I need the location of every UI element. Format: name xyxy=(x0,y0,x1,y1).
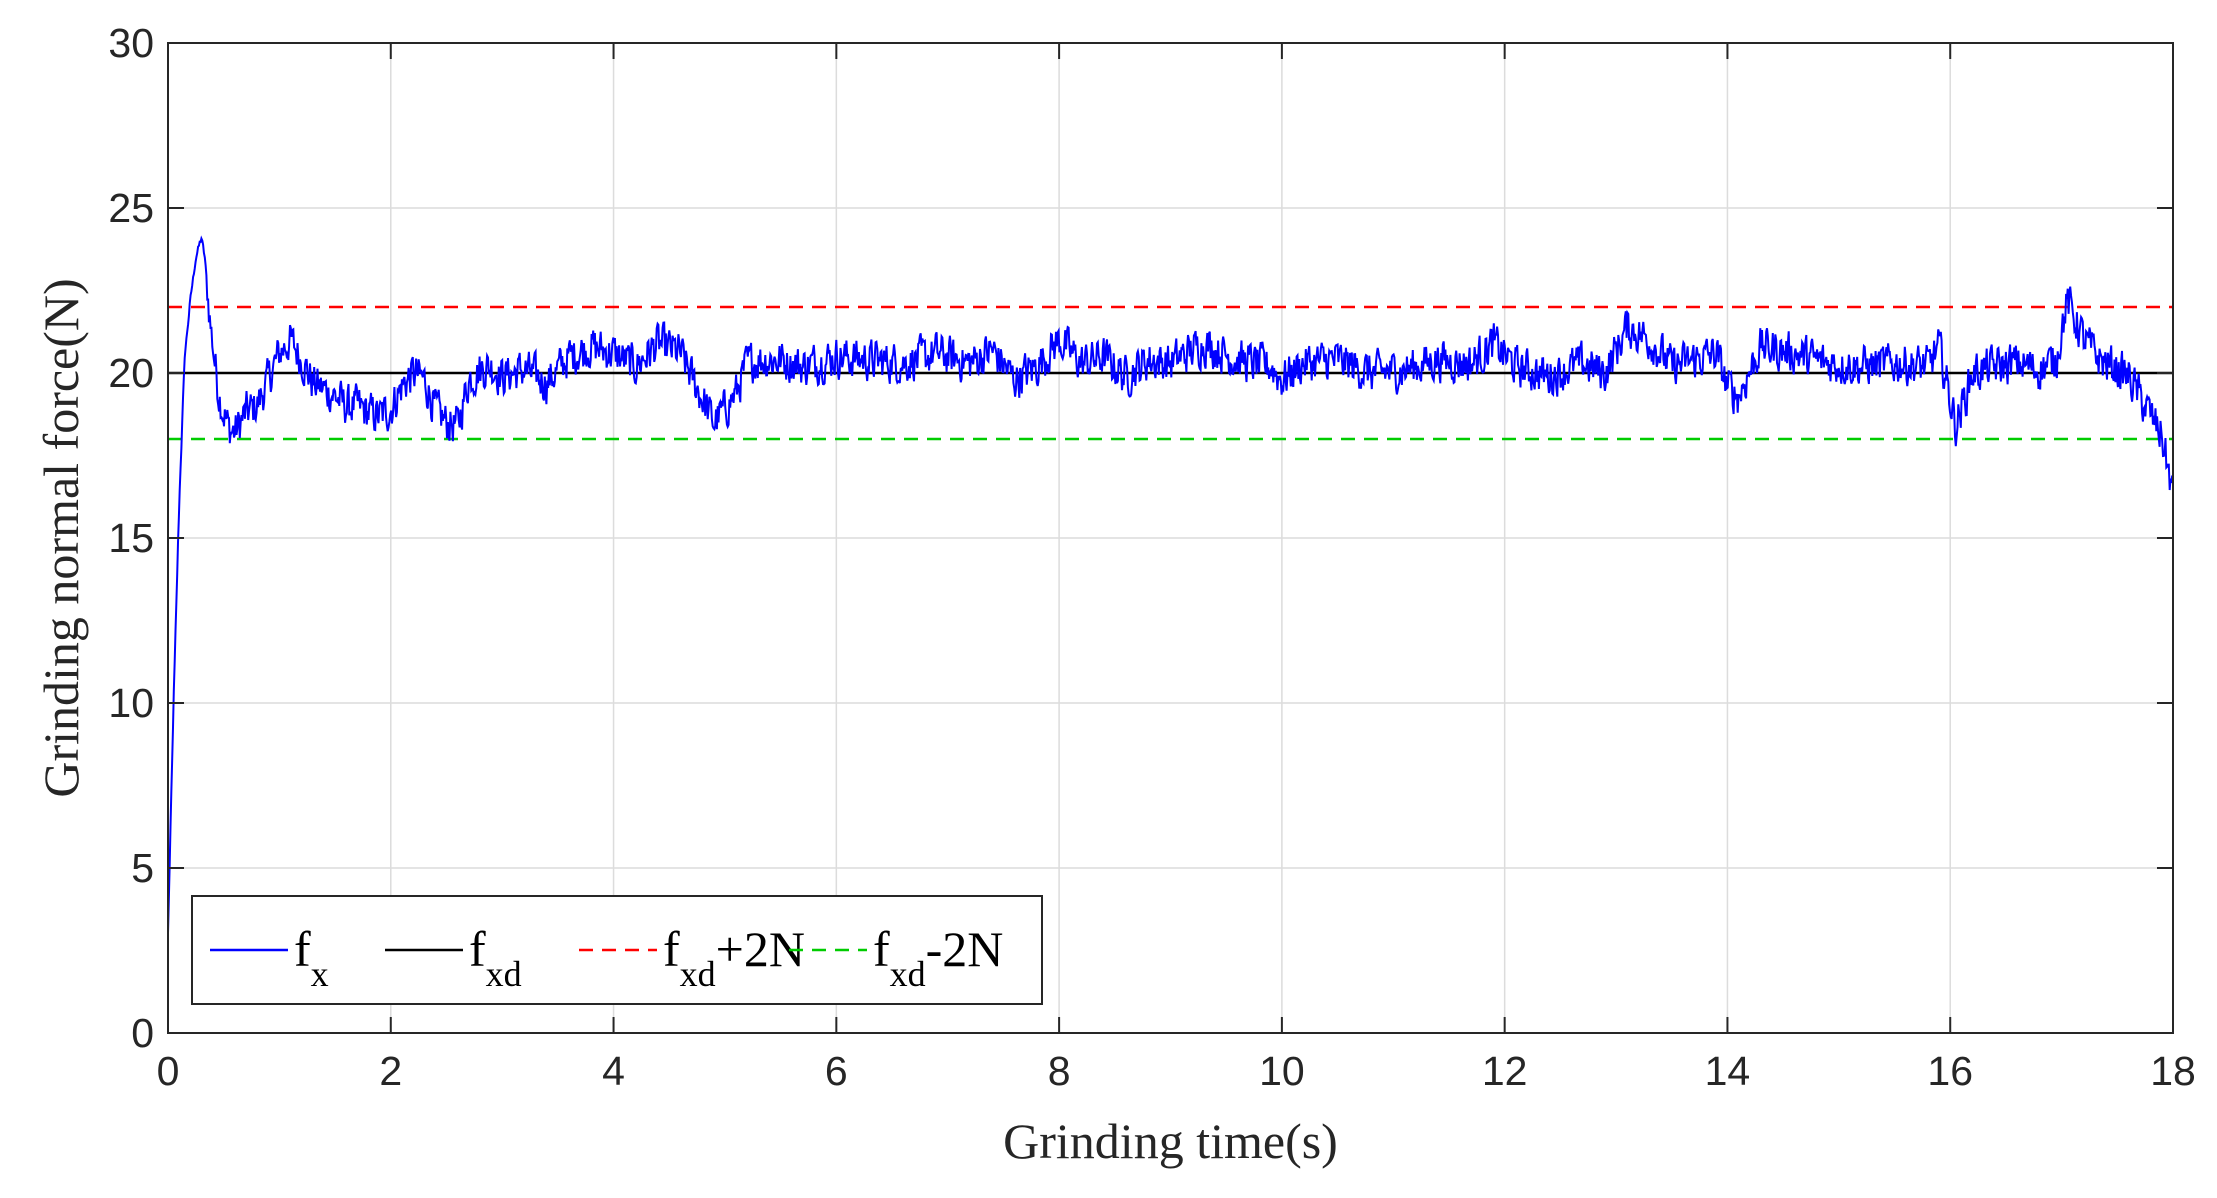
x-tick-label: 0 xyxy=(157,1048,180,1094)
legend-main-0: f xyxy=(294,921,311,977)
legend: fx fxd fxd+2N fxd-2N xyxy=(191,895,1043,1005)
legend-sub-2: xd xyxy=(680,954,716,994)
x-axis-title: Grinding time(s) xyxy=(1003,1113,1338,1169)
y-tick-label: 30 xyxy=(108,20,154,66)
legend-main-2: f xyxy=(663,921,680,977)
legend-label-3: fxd-2N xyxy=(873,921,1003,994)
series-line-0 xyxy=(167,235,2174,934)
y-tick-label: 15 xyxy=(108,515,154,561)
x-tick-label: 18 xyxy=(2150,1048,2196,1094)
x-tick-label: 16 xyxy=(1927,1048,1973,1094)
series-lines xyxy=(167,235,2174,934)
x-tick-label: 12 xyxy=(1482,1048,1528,1094)
x-tick-label: 6 xyxy=(825,1048,848,1094)
y-tick-label: 20 xyxy=(108,350,154,396)
x-tick-label: 14 xyxy=(1705,1048,1751,1094)
axis-ticks: 0 2 4 6 8 10 12 14 16 18 0 5 10 15 20 25 30 xyxy=(108,20,2195,1094)
y-axis-title: Grinding normal force(N) xyxy=(33,278,89,797)
x-tick-label: 8 xyxy=(1048,1048,1071,1094)
x-tick-label: 2 xyxy=(379,1048,402,1094)
legend-main-1: f xyxy=(469,921,486,977)
y-tick-label: 25 xyxy=(108,185,154,231)
y-tick-label: 5 xyxy=(131,845,154,891)
legend-sub-1: xd xyxy=(486,954,522,994)
x-tick-label: 10 xyxy=(1259,1048,1305,1094)
y-tick-label: 10 xyxy=(108,680,154,726)
legend-sub-0: x xyxy=(311,954,329,994)
legend-label-1: fxd xyxy=(469,921,522,994)
legend-box xyxy=(191,895,1043,1005)
legend-tail-3: -2N xyxy=(926,921,1004,977)
legend-main-3: f xyxy=(873,921,890,977)
legend-sub-3: xd xyxy=(890,954,926,994)
y-tick-label: 0 xyxy=(131,1010,154,1056)
legend-label-0: fx xyxy=(294,921,329,994)
x-tick-label: 4 xyxy=(602,1048,625,1094)
